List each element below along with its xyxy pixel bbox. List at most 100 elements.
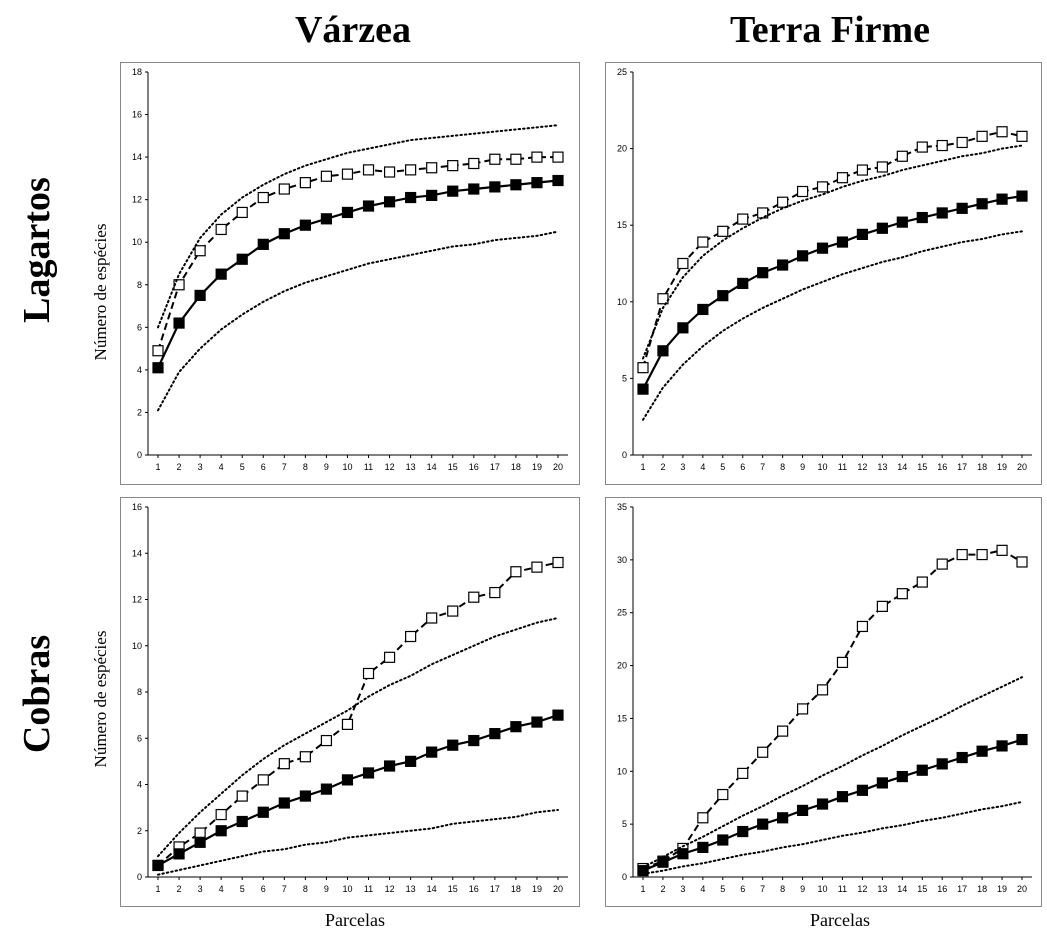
data-point-open [937, 141, 947, 151]
x-tick-label: 9 [800, 884, 805, 894]
y-tick-label: 2 [137, 826, 142, 836]
data-point-open [553, 152, 563, 162]
data-point-open [321, 736, 331, 746]
x-tick-label: 3 [680, 462, 685, 472]
y-tick-label: 8 [137, 687, 142, 697]
data-point-open [798, 186, 808, 196]
data-point-filled [553, 176, 563, 186]
data-point-filled [300, 220, 310, 230]
data-point-filled [216, 826, 226, 836]
data-point-filled [778, 813, 788, 823]
data-point-filled [957, 753, 967, 763]
y-tick-label: 10 [617, 297, 627, 307]
x-tick-label: 5 [720, 462, 725, 472]
x-tick-label: 15 [448, 884, 458, 894]
y-tick-label: 14 [132, 152, 142, 162]
column-title-varzea: Várzea [203, 8, 503, 52]
chart-panel-cobras-varzea: 02468101214161 2 3 4 5 6 7 8 9 10 11 12 13 14 15 16 17 18… [120, 497, 580, 907]
x-tick-label: 16 [937, 462, 947, 472]
data-point-filled [427, 747, 437, 757]
data-point-filled [957, 203, 967, 213]
data-point-open [300, 752, 310, 762]
data-point-open [237, 207, 247, 217]
data-point-filled [279, 798, 289, 808]
data-point-filled [342, 207, 352, 217]
x-tick-label: 3 [680, 884, 685, 894]
x-tick-label: 18 [977, 884, 987, 894]
row-title-cobras: Cobras [15, 544, 59, 844]
x-tick-label: 1 [640, 462, 645, 472]
y-tick-label: 6 [137, 733, 142, 743]
x-tick-label: 13 [877, 462, 887, 472]
data-point-filled [798, 251, 808, 261]
x-tick-label: 14 [897, 462, 907, 472]
data-point-filled [977, 746, 987, 756]
data-point-filled [698, 304, 708, 314]
y-axis-label-top: Número de espécies [91, 152, 111, 432]
data-point-filled [406, 756, 416, 766]
data-point-open [718, 790, 728, 800]
data-point-filled [364, 768, 374, 778]
data-point-open [857, 621, 867, 631]
data-point-filled [857, 785, 867, 795]
data-point-open [818, 685, 828, 695]
data-point-filled [917, 213, 927, 223]
y-tick-label: 4 [137, 780, 142, 790]
x-tick-label: 8 [303, 884, 308, 894]
y-tick-label: 30 [617, 555, 627, 565]
x-tick-label: 6 [261, 884, 266, 894]
data-point-filled [818, 799, 828, 809]
x-tick-label: 10 [818, 884, 828, 894]
x-tick-label: 6 [261, 462, 266, 472]
x-tick-label: 1 [155, 884, 160, 894]
data-point-open [957, 550, 967, 560]
x-axis-label-left: Parcelas [255, 910, 455, 931]
data-point-filled [718, 291, 728, 301]
data-point-filled [448, 186, 458, 196]
data-point-filled [997, 194, 1007, 204]
x-tick-label: 18 [511, 884, 521, 894]
data-point-open [698, 237, 708, 247]
data-point-open [977, 550, 987, 560]
data-point-filled [778, 260, 788, 270]
data-point-filled [321, 784, 331, 794]
y-tick-label: 12 [132, 195, 142, 205]
data-point-open [553, 558, 563, 568]
data-point-filled [321, 214, 331, 224]
x-tick-label: 20 [553, 884, 563, 894]
x-tick-label: 7 [282, 884, 287, 894]
x-tick-label: 5 [240, 884, 245, 894]
data-point-filled [469, 736, 479, 746]
data-point-open [427, 163, 437, 173]
y-tick-label: 15 [617, 713, 627, 723]
x-tick-label: 18 [511, 462, 521, 472]
data-point-filled [490, 729, 500, 739]
x-tick-label: 7 [760, 884, 765, 894]
x-tick-label: 16 [469, 462, 479, 472]
data-point-filled [1017, 191, 1027, 201]
data-point-open [342, 719, 352, 729]
data-point-open [300, 178, 310, 188]
data-point-filled [237, 254, 247, 264]
y-tick-label: 20 [617, 661, 627, 671]
y-tick-label: 0 [137, 872, 142, 882]
x-tick-label: 2 [177, 884, 182, 894]
y-tick-label: 25 [617, 608, 627, 618]
data-point-filled [877, 223, 887, 233]
data-point-open [195, 828, 205, 838]
x-tick-label: 5 [720, 884, 725, 894]
data-point-filled [195, 290, 205, 300]
x-tick-label: 3 [198, 884, 203, 894]
data-point-filled [195, 837, 205, 847]
x-tick-label: 4 [700, 462, 705, 472]
series-line-filled-square-solid [643, 196, 1022, 389]
x-tick-label: 2 [660, 462, 665, 472]
x-tick-label: 19 [997, 462, 1007, 472]
data-point-open [195, 246, 205, 256]
data-point-open [897, 151, 907, 161]
data-point-filled [857, 229, 867, 239]
data-point-filled [977, 199, 987, 209]
x-tick-label: 7 [760, 462, 765, 472]
data-point-filled [758, 268, 768, 278]
data-point-open [778, 197, 788, 207]
